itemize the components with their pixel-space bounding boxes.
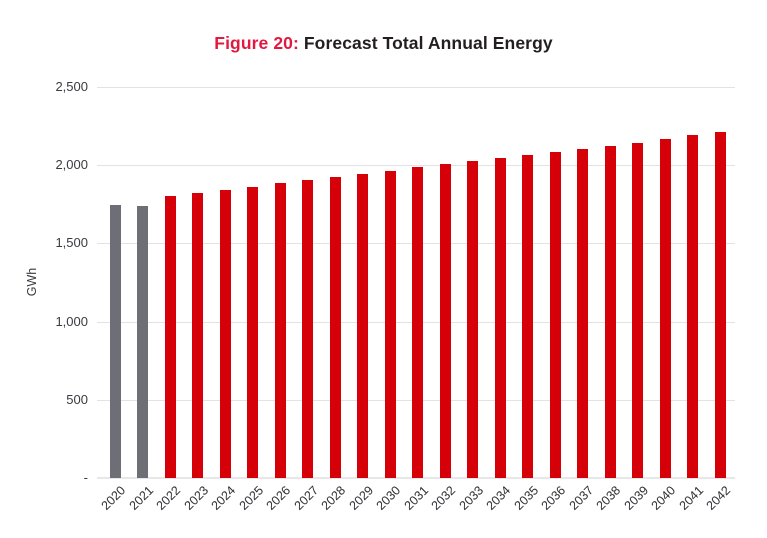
bar-2030: [384, 170, 396, 478]
bar-2023: [192, 193, 204, 478]
bar-2031: [412, 167, 424, 478]
bar-2039: [632, 142, 644, 478]
bar-2029: [357, 173, 369, 478]
bar-2027: [302, 180, 314, 478]
gridline-2000: [97, 165, 735, 167]
bar-2033: [467, 161, 479, 478]
figure-number-label: Figure 20:: [214, 33, 299, 53]
gridline-0: [97, 477, 735, 479]
bar-2025: [247, 186, 259, 478]
chart-title-text: Forecast Total Annual Energy: [298, 33, 553, 53]
y-tick-label-500: 500: [66, 391, 88, 407]
y-tick-label-1000: 1,000: [55, 313, 88, 329]
bar-2036: [549, 151, 561, 478]
bar-2022: [164, 196, 176, 478]
bar-2041: [687, 135, 699, 478]
bar-2032: [439, 164, 451, 478]
bar-2028: [329, 177, 341, 478]
gridline-2500: [97, 87, 735, 88]
y-axis-label: GWh: [25, 267, 40, 297]
bar-2021: [137, 205, 149, 478]
y-tick-label-0: -: [83, 470, 88, 485]
bar-2038: [604, 146, 616, 478]
bar-2040: [659, 139, 671, 478]
y-tick-label-1500: 1,500: [55, 235, 88, 251]
y-tick-label-2000: 2,000: [55, 157, 88, 173]
chart-title: Figure 20: Forecast Total Annual Energy: [0, 33, 767, 54]
y-tick-label-2500: 2,500: [55, 79, 88, 94]
bar-2042: [714, 132, 726, 478]
bar-2024: [219, 190, 231, 478]
bar-2020: [109, 205, 121, 478]
bar-2026: [274, 183, 286, 478]
bar-2037: [577, 148, 589, 478]
bar-2035: [522, 154, 534, 478]
bar-2034: [494, 158, 506, 478]
